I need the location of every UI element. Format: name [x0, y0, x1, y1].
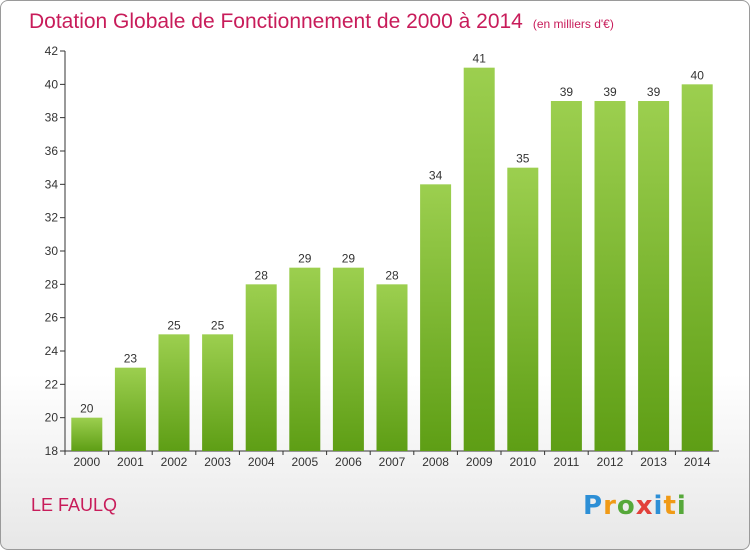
data-label: 29 — [342, 252, 356, 266]
data-label: 28 — [385, 268, 399, 282]
chart-title: Dotation Globale de Fonctionnement de 20… — [29, 10, 614, 33]
y-tick-label: 22 — [45, 377, 59, 391]
bar — [245, 284, 277, 451]
data-label: 39 — [647, 85, 661, 99]
y-tick-label: 20 — [45, 411, 59, 425]
x-tick-label: 2003 — [204, 455, 231, 469]
y-tick-label: 38 — [45, 111, 59, 125]
bar — [114, 367, 146, 451]
x-tick-label: 2002 — [161, 455, 188, 469]
x-tick-label: 2011 — [553, 455, 579, 469]
y-tick-label: 32 — [45, 211, 59, 225]
data-label: 40 — [691, 68, 705, 82]
x-tick-label: 2010 — [509, 455, 536, 469]
y-tick-label: 28 — [45, 277, 59, 291]
bars — [71, 67, 713, 452]
data-label: 20 — [80, 402, 94, 416]
data-label: 25 — [211, 318, 225, 332]
logo-letter: i — [676, 491, 687, 521]
data-labels: 20 23 25 25 28 29 29 28 34 41 35 39 39 39 40 — [80, 52, 704, 416]
x-tick-label: 2001 — [117, 455, 144, 469]
logo-letter: r — [603, 491, 617, 521]
bar — [463, 67, 495, 452]
y-tick-label: 40 — [45, 77, 59, 91]
commune-name: LE FAULQ — [31, 495, 118, 515]
bar — [507, 167, 539, 451]
logo-letter: i — [653, 491, 664, 521]
x-tick-label: 2014 — [684, 455, 711, 469]
y-tick-label: 30 — [45, 244, 59, 258]
logo-letter: x — [635, 491, 654, 521]
logo-letter: P — [583, 491, 604, 521]
bar — [376, 284, 408, 451]
bar — [289, 267, 321, 451]
x-tick-label: 2007 — [379, 455, 406, 469]
data-label: 28 — [255, 268, 269, 282]
bar — [420, 184, 452, 452]
y-tick-label: 24 — [45, 344, 59, 358]
x-tick-label: 2006 — [335, 455, 362, 469]
y-tick-label: 34 — [45, 177, 59, 191]
bar — [550, 101, 582, 451]
data-label: 23 — [124, 352, 138, 366]
proxiti-logo: Proxiti — [583, 491, 687, 521]
x-tick-label: 2005 — [291, 455, 318, 469]
bar — [638, 101, 670, 451]
y-tick-label: 26 — [45, 311, 59, 325]
bar — [158, 334, 190, 451]
data-label: 35 — [516, 152, 530, 166]
logo-letter: t — [663, 491, 677, 521]
y-tick-label: 36 — [45, 144, 59, 158]
data-label: 39 — [603, 85, 617, 99]
bar — [332, 267, 364, 451]
bar — [202, 334, 234, 451]
bar — [71, 417, 103, 451]
logo-letter: o — [616, 491, 636, 521]
y-tick-label: 42 — [45, 44, 59, 58]
x-tick-label: 2008 — [422, 455, 449, 469]
data-label: 29 — [298, 252, 312, 266]
y-tick-label: 18 — [45, 444, 59, 458]
x-tick-label: 2004 — [248, 455, 275, 469]
x-tick-label: 2000 — [73, 455, 100, 469]
data-label: 25 — [167, 318, 181, 332]
x-tick-label: 2009 — [466, 455, 493, 469]
data-label: 34 — [429, 168, 443, 182]
chart-subtitle: (en milliers d'€) — [532, 17, 614, 31]
x-tick-label: 2012 — [597, 455, 624, 469]
bar — [681, 84, 713, 451]
x-tick-label: 2013 — [640, 455, 667, 469]
data-label: 39 — [560, 85, 574, 99]
data-label: 41 — [473, 52, 487, 66]
bar — [594, 101, 626, 451]
